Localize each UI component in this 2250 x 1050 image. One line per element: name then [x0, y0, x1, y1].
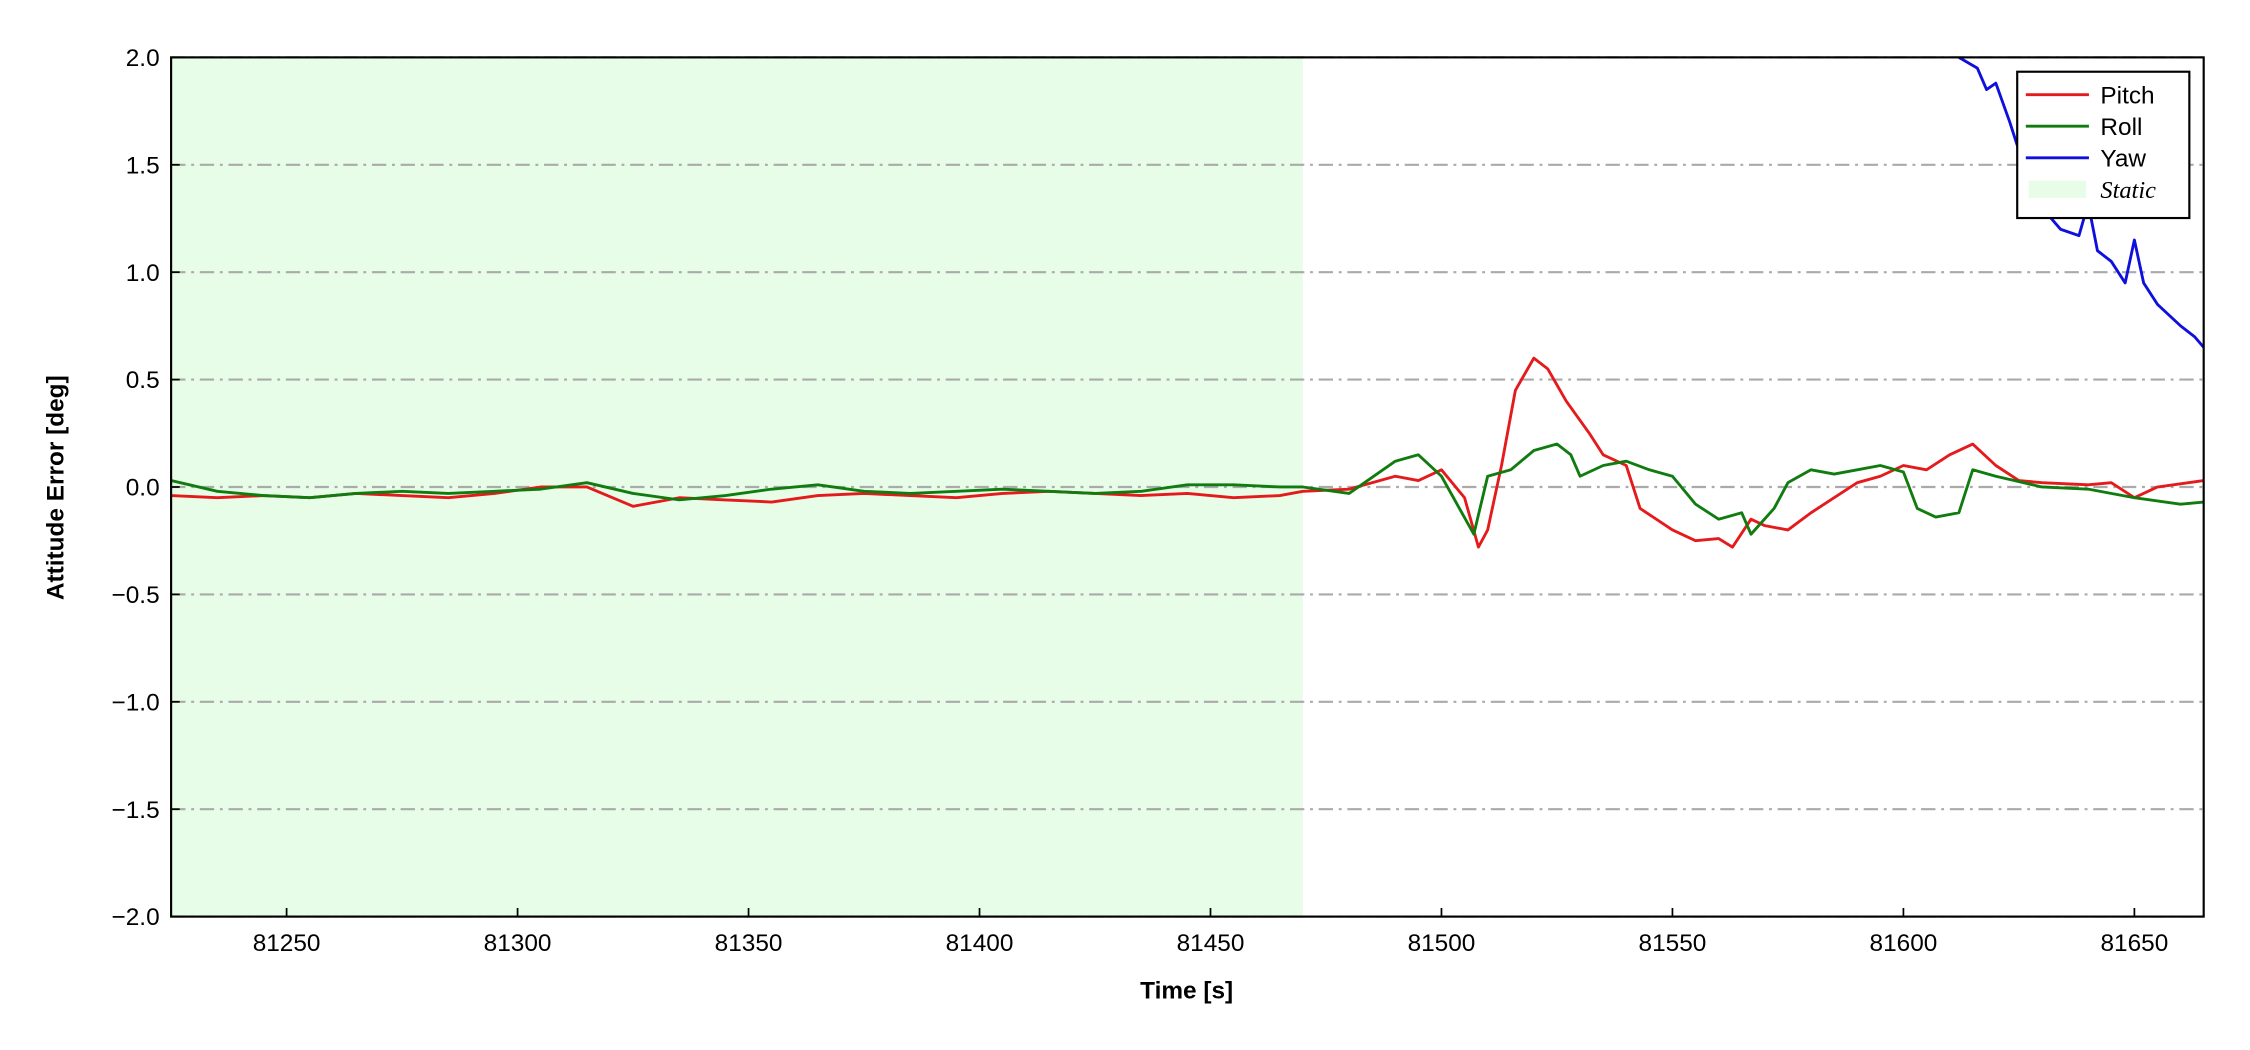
x-tick-label: 81500 — [1408, 930, 1476, 957]
y-tick-label: 1.5 — [126, 152, 160, 179]
y-tick-label: 0.5 — [126, 367, 160, 394]
y-tick-label: −2.0 — [112, 904, 160, 931]
x-tick-label: 81350 — [715, 930, 783, 957]
y-tick-label: −1.5 — [112, 797, 160, 824]
legend-label: Pitch — [2100, 82, 2154, 109]
x-tick-label: 81600 — [1870, 930, 1938, 957]
x-tick-label: 81300 — [484, 930, 552, 957]
y-tick-label: 0.0 — [126, 475, 160, 502]
y-axis-label: Attitude Error [deg] — [43, 375, 70, 600]
plot-frame — [170, 56, 2205, 918]
y-tick-label: −0.5 — [112, 582, 160, 609]
legend-swatch — [2028, 180, 2087, 198]
y-tick-label: 1.0 — [126, 260, 160, 287]
x-tick-label: 81550 — [1639, 930, 1707, 957]
y-tick-label: 2.0 — [126, 45, 160, 72]
series-line — [171, 442, 2204, 536]
x-tick-label: 81450 — [1177, 930, 1245, 957]
y-tick-label: −1.0 — [112, 689, 160, 716]
legend: Pitch Roll Yaw Static — [2016, 70, 2191, 220]
x-tick-label: 81250 — [253, 930, 321, 957]
x-tick-label: 81650 — [2101, 930, 2169, 957]
legend-label: Yaw — [2100, 145, 2146, 172]
x-tick-label: 81400 — [946, 930, 1014, 957]
legend-label: Static — [2100, 177, 2156, 204]
legend-label: Roll — [2100, 114, 2142, 141]
series-line — [171, 356, 2204, 549]
x-axis-label: Time [s] — [1140, 977, 1233, 1004]
